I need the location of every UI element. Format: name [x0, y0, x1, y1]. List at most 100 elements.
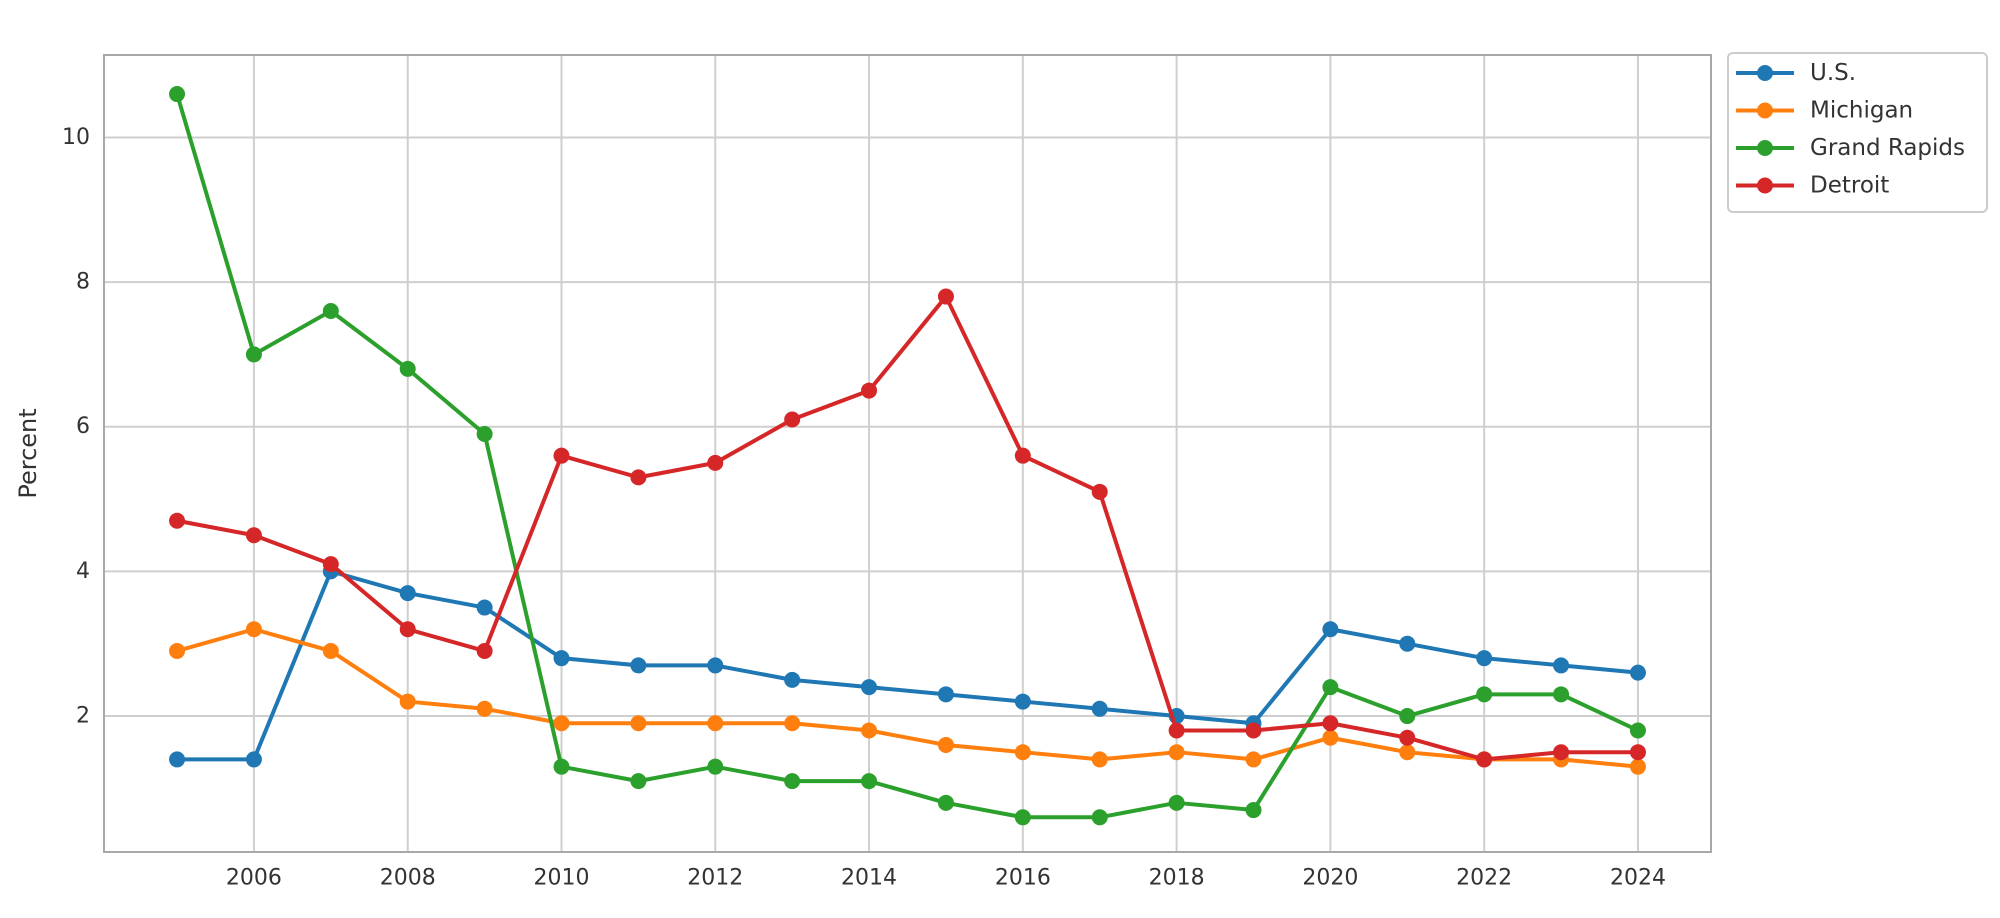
data-point-michigan-2011: [630, 715, 647, 732]
data-point-detroit-2018: [1168, 722, 1185, 739]
data-point-michigan-2010: [553, 715, 570, 732]
data-point-michigan-2015: [937, 736, 954, 753]
data-point-u-s-2023: [1553, 657, 1570, 674]
data-point-detroit-2019: [1245, 722, 1262, 739]
data-point-u-s-2024: [1629, 664, 1646, 681]
data-point-michigan-2012: [707, 715, 724, 732]
data-point-u-s-2010: [553, 650, 570, 667]
legend-label-grand-rapids: Grand Rapids: [1810, 135, 1965, 161]
x-tick-label-2010: 2010: [533, 866, 589, 891]
plot-border: [103, 54, 1712, 853]
data-point-detroit-2007: [322, 556, 339, 573]
data-point-michigan-2018: [1168, 744, 1185, 761]
data-point-grand-rapids-2023: [1553, 686, 1570, 703]
y-axis-label: Percent: [14, 408, 42, 498]
series-line-detroit: [175, 294, 1640, 762]
y-tick-label-4: 4: [76, 559, 90, 584]
data-point-grand-rapids-2020: [1322, 679, 1339, 696]
legend-box: [1727, 52, 1988, 213]
data-point-michigan-2014: [861, 722, 878, 739]
x-tick-label-2014: 2014: [841, 866, 897, 891]
data-point-michigan-2016: [1014, 744, 1031, 761]
data-point-grand-rapids-2007: [322, 303, 339, 320]
data-point-u-s-2017: [1091, 700, 1108, 717]
legend-marker-grand-rapids: [1757, 140, 1773, 156]
data-point-detroit-2016: [1014, 447, 1031, 464]
data-point-u-s-2012: [707, 657, 724, 674]
data-point-detroit-2012: [707, 454, 724, 471]
data-point-michigan-2005: [169, 642, 186, 659]
x-tick-label-2018: 2018: [1149, 866, 1205, 891]
data-point-grand-rapids-2009: [476, 425, 493, 442]
data-point-detroit-2023: [1553, 744, 1570, 761]
data-point-u-s-2016: [1014, 693, 1031, 710]
data-point-u-s-2011: [630, 657, 647, 674]
data-point-grand-rapids-2024: [1629, 722, 1646, 739]
data-point-grand-rapids-2014: [861, 773, 878, 790]
data-point-detroit-2021: [1399, 729, 1416, 746]
data-point-grand-rapids-2017: [1091, 809, 1108, 826]
data-point-michigan-2017: [1091, 751, 1108, 768]
data-point-grand-rapids-2019: [1245, 802, 1262, 819]
data-point-detroit-2020: [1322, 715, 1339, 732]
data-point-detroit-2015: [937, 288, 954, 305]
data-point-grand-rapids-2013: [784, 773, 801, 790]
data-point-grand-rapids-2018: [1168, 794, 1185, 811]
data-point-u-s-2020: [1322, 621, 1339, 638]
data-point-grand-rapids-2005: [169, 86, 186, 103]
data-point-michigan-2006: [245, 621, 262, 638]
x-tick-label-2006: 2006: [226, 866, 282, 891]
data-point-grand-rapids-2022: [1476, 686, 1493, 703]
data-point-u-s-2021: [1399, 635, 1416, 652]
data-point-michigan-2008: [399, 693, 416, 710]
data-point-detroit-2005: [169, 512, 186, 529]
data-point-grand-rapids-2012: [707, 758, 724, 775]
legend-label-u-s: U.S.: [1810, 60, 1856, 86]
data-point-detroit-2011: [630, 469, 647, 486]
data-point-u-s-2022: [1476, 650, 1493, 667]
data-point-grand-rapids-2011: [630, 773, 647, 790]
y-tick-label-10: 10: [62, 125, 90, 150]
y-tick-label-2: 2: [76, 704, 90, 729]
y-tick-label-6: 6: [76, 414, 90, 439]
data-point-grand-rapids-2021: [1399, 708, 1416, 725]
legend-label-detroit: Detroit: [1810, 173, 1889, 199]
data-point-michigan-2013: [784, 715, 801, 732]
data-point-detroit-2022: [1476, 751, 1493, 768]
x-tick-label-2020: 2020: [1302, 866, 1358, 891]
legend-marker-detroit: [1757, 177, 1773, 194]
x-tick-label-2022: 2022: [1456, 866, 1512, 891]
data-point-detroit-2014: [861, 382, 878, 399]
data-point-michigan-2019: [1245, 751, 1262, 768]
plot-area: [104, 55, 1711, 852]
data-point-detroit-2009: [476, 642, 493, 659]
data-point-grand-rapids-2015: [937, 794, 954, 811]
data-point-michigan-2020: [1322, 729, 1339, 746]
legend-marker-u-s: [1757, 65, 1773, 81]
data-point-u-s-2014: [861, 679, 878, 696]
data-point-u-s-2013: [784, 671, 801, 688]
legend-label-michigan: Michigan: [1810, 98, 1913, 124]
data-point-detroit-2017: [1091, 483, 1108, 500]
data-point-grand-rapids-2010: [553, 758, 570, 775]
data-point-grand-rapids-2006: [245, 346, 262, 363]
series-line-u-s: [175, 569, 1640, 762]
x-tick-label-2016: 2016: [995, 866, 1051, 891]
series-line-michigan: [175, 627, 1640, 769]
data-point-detroit-2008: [399, 621, 416, 638]
data-point-u-s-2009: [476, 599, 493, 616]
data-point-michigan-2009: [476, 700, 493, 717]
data-point-michigan-2021: [1399, 744, 1416, 761]
series-line-grand-rapids: [175, 92, 1640, 820]
data-point-detroit-2006: [245, 527, 262, 544]
data-point-michigan-2007: [322, 642, 339, 659]
x-tick-label-2024: 2024: [1610, 866, 1666, 891]
x-tick-label-2012: 2012: [687, 866, 743, 891]
legend-marker-michigan: [1757, 102, 1773, 119]
data-point-grand-rapids-2016: [1014, 809, 1031, 826]
y-tick-label-8: 8: [76, 270, 90, 295]
data-point-u-s-2006: [245, 751, 262, 768]
data-point-u-s-2008: [399, 585, 416, 602]
